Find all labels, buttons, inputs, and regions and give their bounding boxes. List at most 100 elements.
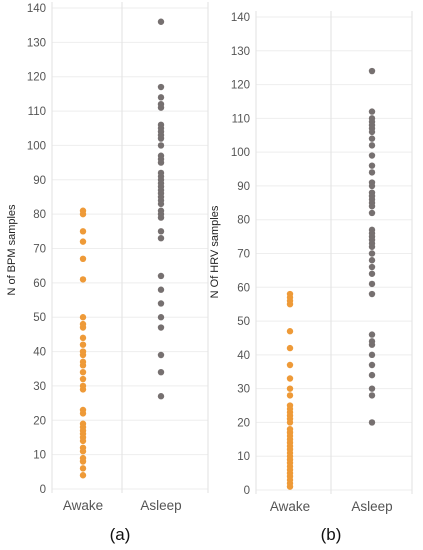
data-point-asleep [368, 152, 376, 159]
data-point-asleep [157, 207, 165, 214]
data-point-asleep [368, 392, 376, 399]
y-tick-label: 130 [231, 46, 250, 58]
data-point-asleep [368, 338, 376, 345]
data-point-asleep [368, 67, 376, 75]
data-point-asleep [368, 371, 376, 379]
data-point-awake [286, 425, 294, 433]
data-point-asleep [368, 280, 376, 288]
y-tick-label: 60 [33, 278, 46, 290]
data-point-asleep [368, 331, 376, 338]
data-point-awake [79, 341, 87, 348]
y-tick-label: 0 [40, 484, 46, 496]
category-label-awake: Awake [270, 499, 310, 514]
data-point-awake [79, 334, 87, 342]
data-point-awake [79, 358, 87, 366]
panel-caption: (a) [110, 525, 131, 544]
data-point-asleep [157, 169, 165, 177]
data-point-asleep [157, 234, 165, 242]
data-point-awake [286, 290, 294, 298]
y-tick-label: 40 [237, 350, 250, 362]
y-tick-label: 100 [27, 140, 46, 152]
data-point-asleep [157, 286, 165, 293]
data-point-asleep [157, 314, 165, 321]
y-tick-label: 70 [237, 249, 250, 261]
data-point-awake [286, 361, 294, 369]
data-point-awake [79, 465, 87, 472]
y-tick-label: 20 [237, 417, 250, 429]
data-point-asleep [157, 101, 165, 108]
data-point-asleep [157, 142, 165, 149]
data-point-asleep [157, 18, 165, 25]
data-point-awake [286, 402, 294, 409]
data-point-asleep [368, 189, 376, 196]
data-point-asleep [368, 351, 376, 359]
data-point-asleep [157, 300, 165, 307]
data-point-asleep [157, 324, 165, 331]
data-point-asleep [368, 290, 376, 298]
data-point-awake [79, 348, 87, 355]
category-label-asleep: Asleep [140, 498, 181, 513]
data-point-awake [79, 238, 87, 245]
y-tick-label: 20 [33, 415, 46, 427]
y-tick-label: 30 [237, 384, 250, 396]
data-point-awake [79, 314, 87, 321]
category-label-asleep: Asleep [351, 499, 392, 514]
data-point-awake [286, 328, 294, 335]
data-point-awake [79, 444, 87, 451]
data-point-awake [286, 392, 294, 399]
y-tick-label: 90 [33, 175, 46, 187]
data-point-awake [79, 255, 87, 263]
data-point-asleep [157, 351, 165, 359]
category-label-awake: Awake [63, 498, 103, 513]
data-point-asleep [368, 179, 376, 186]
data-point-awake [79, 320, 87, 328]
panel-a: 0 10 20 30 40 50 60 70 80 90 100 110 120 130 140 N of B… [6, 2, 209, 544]
y-tick-label: 10 [33, 450, 46, 462]
data-point-asleep [368, 135, 376, 142]
data-point-asleep [368, 263, 376, 271]
data-point-asleep [157, 393, 165, 400]
y-tick-label: 80 [33, 209, 46, 221]
y-tick-label: 90 [237, 181, 250, 193]
data-point-asleep [368, 162, 376, 169]
data-point-asleep [368, 257, 376, 264]
data-point-asleep [368, 209, 376, 217]
data-point-awake [79, 406, 87, 414]
y-tick-label: 60 [237, 282, 250, 294]
y-tick-label: 100 [231, 147, 250, 159]
y-tick-label: 40 [33, 347, 46, 359]
y-tick-label: 120 [27, 72, 46, 84]
y-tick-label: 110 [28, 106, 46, 118]
y-tick-label: 50 [33, 312, 46, 324]
data-point-awake [79, 228, 87, 235]
data-point-awake [286, 385, 294, 392]
data-point-awake [79, 382, 87, 390]
data-point-asleep [368, 250, 376, 257]
data-point-asleep [368, 361, 376, 369]
data-point-awake [79, 207, 87, 214]
data-point-asleep [157, 368, 165, 376]
data-point-asleep [368, 385, 376, 392]
y-tick-label: 120 [231, 80, 250, 92]
data-point-asleep [368, 108, 376, 115]
data-point-asleep [157, 228, 165, 235]
y-tick-label: 0 [244, 485, 250, 497]
data-point-awake [79, 472, 87, 479]
data-point-awake [286, 344, 294, 352]
y-tick-label: 140 [27, 3, 46, 15]
panel-b: 0 10 20 30 40 50 60 70 80 90 100 110 120 130 140 N Of H… [209, 11, 413, 544]
y-tick-label: 140 [231, 12, 250, 24]
data-point-asleep [368, 169, 376, 176]
data-point-awake [79, 368, 87, 376]
data-point-asleep [157, 272, 165, 280]
y-tick-label: 10 [237, 451, 250, 463]
data-point-asleep [368, 115, 376, 122]
data-point-asleep [157, 83, 165, 91]
data-point-asleep [157, 121, 165, 129]
data-point-awake [79, 375, 87, 383]
data-point-awake [79, 454, 87, 462]
data-point-awake [79, 276, 87, 283]
y-axis-label: N Of HRV samples [209, 205, 221, 298]
panel-caption: (b) [321, 525, 342, 544]
